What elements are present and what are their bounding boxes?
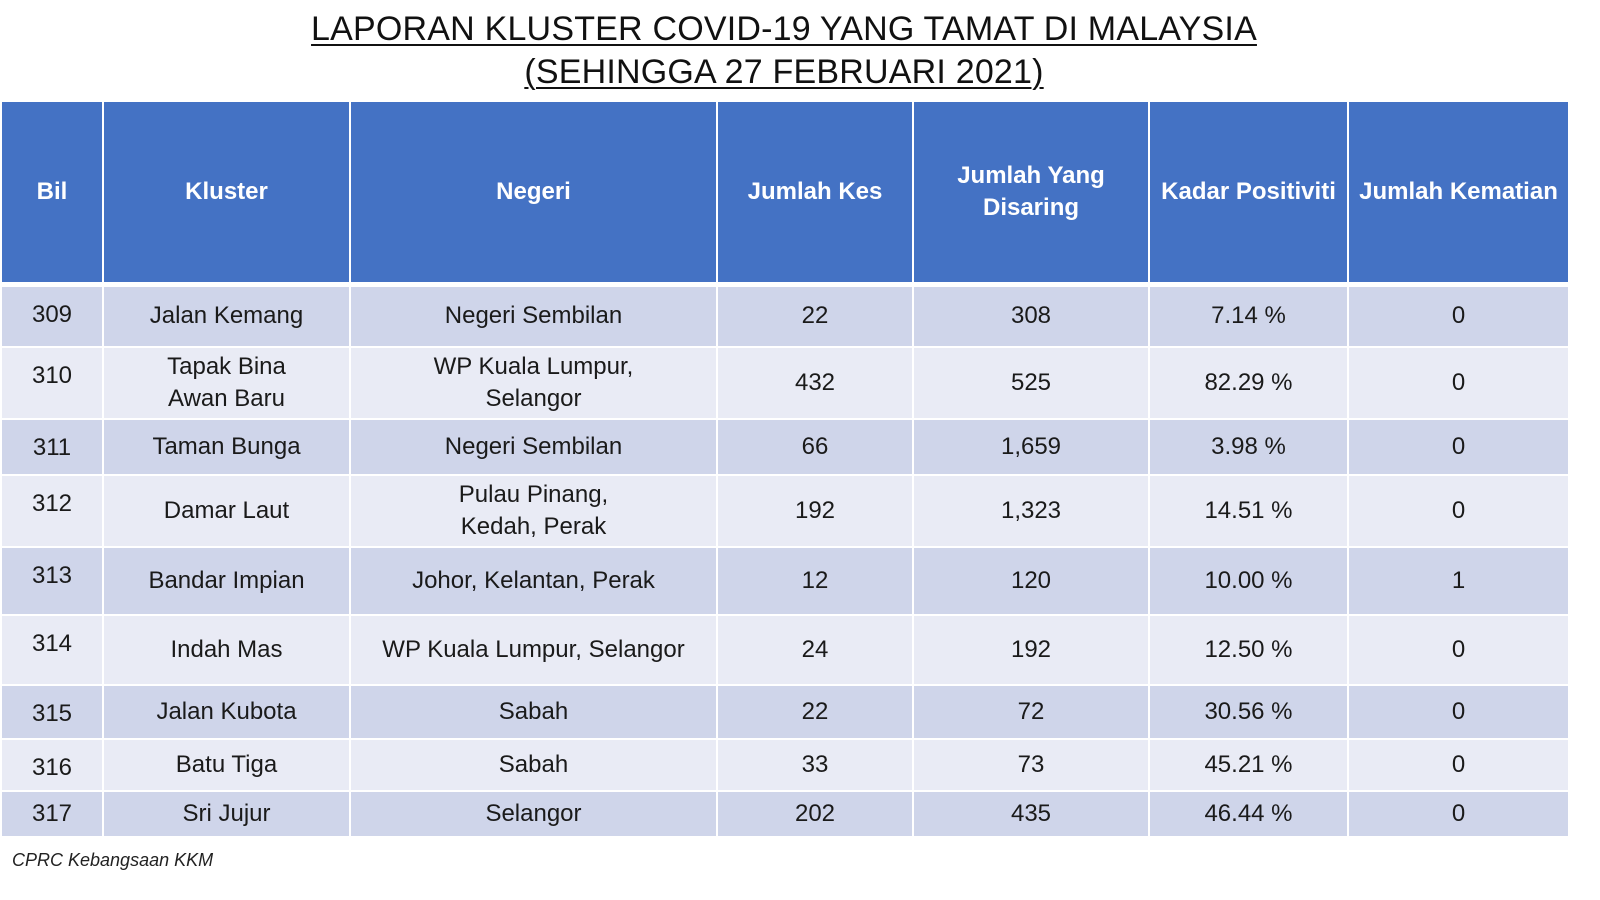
cell-kadar-positiviti: 10.00 % (1148, 545, 1349, 616)
cell-jumlah-kes: 192 (716, 473, 914, 548)
cell-negeri: WP Kuala Lumpur, Selangor (349, 613, 718, 686)
title-line-2: (SEHINGGA 27 FEBRUARI 2021) (524, 53, 1044, 91)
table-row: 315 Jalan Kubota Sabah 22 72 30.56 % 0 (0, 683, 1570, 740)
cell-bil: 314 (0, 613, 104, 686)
cell-jumlah-disaring: 308 (912, 283, 1150, 348)
cell-kluster: Taman Bunga (102, 417, 351, 476)
cell-jumlah-kes: 12 (716, 545, 914, 616)
cell-jumlah-disaring: 72 (912, 683, 1150, 740)
cell-jumlah-kes: 66 (716, 417, 914, 476)
cell-kluster: Indah Mas (102, 613, 351, 686)
cell-jumlah-kes: 22 (716, 283, 914, 348)
header-jumlah-disaring: Jumlah Yang Disaring (912, 100, 1150, 287)
cell-kluster: Jalan Kubota (102, 683, 351, 740)
cell-kluster: Batu Tiga (102, 737, 351, 792)
cell-jumlah-kes: 33 (716, 737, 914, 792)
title-line-1: LAPORAN KLUSTER COVID-19 YANG TAMAT DI M… (311, 10, 1257, 48)
source-note: CPRC Kebangsaan KKM (12, 850, 214, 870)
table-row: 312 Damar Laut Pulau Pinang, Kedah, Pera… (0, 473, 1570, 548)
header-jumlah-kes: Jumlah Kes (716, 100, 914, 287)
cell-jumlah-disaring: 73 (912, 737, 1150, 792)
table-row: 316 Batu Tiga Sabah 33 73 45.21 % 0 (0, 737, 1570, 792)
cell-negeri: Negeri Sembilan (349, 417, 718, 476)
cell-kadar-positiviti: 46.44 % (1148, 789, 1349, 838)
cell-kadar-positiviti: 30.56 % (1148, 683, 1349, 740)
cell-bil: 312 (0, 473, 104, 548)
cell-jumlah-disaring: 435 (912, 789, 1150, 838)
table-row: 317 Sri Jujur Selangor 202 435 46.44 % 0 (0, 789, 1570, 838)
cell-jumlah-disaring: 525 (912, 345, 1150, 420)
table-row: 313 Bandar Impian Johor, Kelantan, Perak… (0, 545, 1570, 616)
cluster-table: Bil Kluster Negeri Jumlah Kes Jumlah Yan… (0, 100, 1570, 838)
cell-jumlah-kematian: 0 (1347, 473, 1570, 548)
table-row: 310 Tapak Bina Awan Baru WP Kuala Lumpur… (0, 345, 1570, 420)
cell-jumlah-disaring: 1,659 (912, 417, 1150, 476)
table-row: 311 Taman Bunga Negeri Sembilan 66 1,659… (0, 417, 1570, 476)
cell-kadar-positiviti: 12.50 % (1148, 613, 1349, 686)
cell-bil: 316 (0, 737, 104, 792)
cell-negeri: Sabah (349, 737, 718, 792)
cell-jumlah-kematian: 0 (1347, 737, 1570, 792)
cell-jumlah-kes: 432 (716, 345, 914, 420)
cell-jumlah-disaring: 192 (912, 613, 1150, 686)
cell-bil: 310 (0, 345, 104, 420)
cell-jumlah-disaring: 1,323 (912, 473, 1150, 548)
cell-jumlah-kes: 202 (716, 789, 914, 838)
cell-kluster: Jalan Kemang (102, 283, 351, 348)
cell-bil: 317 (0, 789, 104, 838)
cell-kluster: Tapak Bina Awan Baru (102, 345, 351, 420)
header-negeri: Negeri (349, 100, 718, 287)
cell-bil: 315 (0, 683, 104, 740)
cell-jumlah-disaring: 120 (912, 545, 1150, 616)
cell-negeri: Johor, Kelantan, Perak (349, 545, 718, 616)
table-row: 314 Indah Mas WP Kuala Lumpur, Selangor … (0, 613, 1570, 686)
cell-bil: 311 (0, 417, 104, 476)
cell-negeri: Selangor (349, 789, 718, 838)
cell-jumlah-kes: 22 (716, 683, 914, 740)
cell-kadar-positiviti: 7.14 % (1148, 283, 1349, 348)
cell-jumlah-kes: 24 (716, 613, 914, 686)
cell-kadar-positiviti: 45.21 % (1148, 737, 1349, 792)
cell-kluster: Bandar Impian (102, 545, 351, 616)
report-title: LAPORAN KLUSTER COVID-19 YANG TAMAT DI M… (0, 8, 1568, 94)
cell-negeri: Sabah (349, 683, 718, 740)
cell-jumlah-kematian: 0 (1347, 417, 1570, 476)
cell-kluster: Damar Laut (102, 473, 351, 548)
cell-jumlah-kematian: 0 (1347, 683, 1570, 740)
header-kadar-positiviti: Kadar Positiviti (1148, 100, 1349, 287)
table-row: 309 Jalan Kemang Negeri Sembilan 22 308 … (0, 283, 1570, 348)
cell-jumlah-kematian: 0 (1347, 345, 1570, 420)
header-row: Bil Kluster Negeri Jumlah Kes Jumlah Yan… (0, 100, 1570, 287)
cell-kadar-positiviti: 82.29 % (1148, 345, 1349, 420)
cell-bil: 313 (0, 545, 104, 616)
cell-negeri: Negeri Sembilan (349, 283, 718, 348)
cell-jumlah-kematian: 0 (1347, 613, 1570, 686)
cell-jumlah-kematian: 0 (1347, 283, 1570, 348)
header-jumlah-kematian: Jumlah Kematian (1347, 100, 1570, 287)
header-bil: Bil (0, 100, 104, 287)
cell-jumlah-kematian: 1 (1347, 545, 1570, 616)
cell-negeri: Pulau Pinang, Kedah, Perak (349, 473, 718, 548)
header-kluster: Kluster (102, 100, 351, 287)
cell-kadar-positiviti: 14.51 % (1148, 473, 1349, 548)
cell-negeri: WP Kuala Lumpur, Selangor (349, 345, 718, 420)
cell-bil: 309 (0, 283, 104, 348)
cell-jumlah-kematian: 0 (1347, 789, 1570, 838)
cell-kadar-positiviti: 3.98 % (1148, 417, 1349, 476)
cell-kluster: Sri Jujur (102, 789, 351, 838)
